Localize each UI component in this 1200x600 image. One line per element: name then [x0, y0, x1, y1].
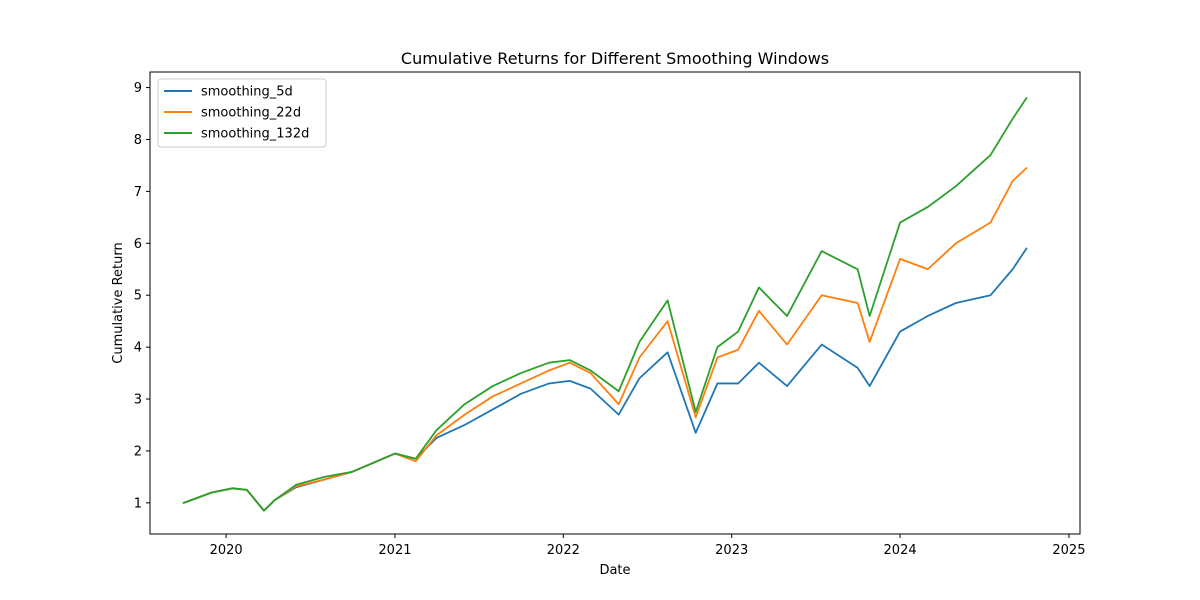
y-tick-label: 8	[134, 133, 142, 148]
legend-label: smoothing_132d	[201, 127, 309, 142]
x-tick-label: 2025	[1052, 543, 1085, 558]
x-axis-label: Date	[599, 563, 630, 578]
y-tick-label: 3	[134, 393, 142, 408]
plot-frame	[149, 71, 1081, 535]
y-tick-label: 9	[134, 81, 142, 96]
plot-series-group	[182, 97, 1028, 512]
y-axis-label: Cumulative Return	[111, 242, 126, 363]
x-tick-label: 2020	[210, 543, 243, 558]
y-tick-label: 5	[134, 289, 142, 304]
x-axis: 2020 2021 2022 2023 2024 2025	[210, 534, 1085, 558]
chart-title: Cumulative Returns for Different Smoothi…	[401, 49, 829, 68]
y-tick-label: 7	[134, 185, 142, 200]
y-axis: 1 2 3 4 5 6 7 8 9	[134, 81, 150, 511]
legend: smoothing_5d smoothing_22d smoothing_132d	[157, 78, 327, 148]
x-tick-label: 2023	[715, 543, 748, 558]
y-tick-label: 6	[134, 237, 142, 252]
x-tick-label: 2024	[884, 543, 917, 558]
legend-label: smoothing_22d	[201, 106, 301, 121]
legend-box	[157, 78, 327, 148]
y-tick-label: 1	[134, 496, 142, 511]
y-tick-label: 4	[134, 341, 142, 356]
series-line-smoothing-132d	[182, 97, 1028, 512]
y-tick-label: 2	[134, 444, 142, 459]
legend-label: smoothing_5d	[201, 85, 293, 100]
x-tick-label: 2021	[378, 543, 411, 558]
x-tick-label: 2022	[547, 543, 580, 558]
